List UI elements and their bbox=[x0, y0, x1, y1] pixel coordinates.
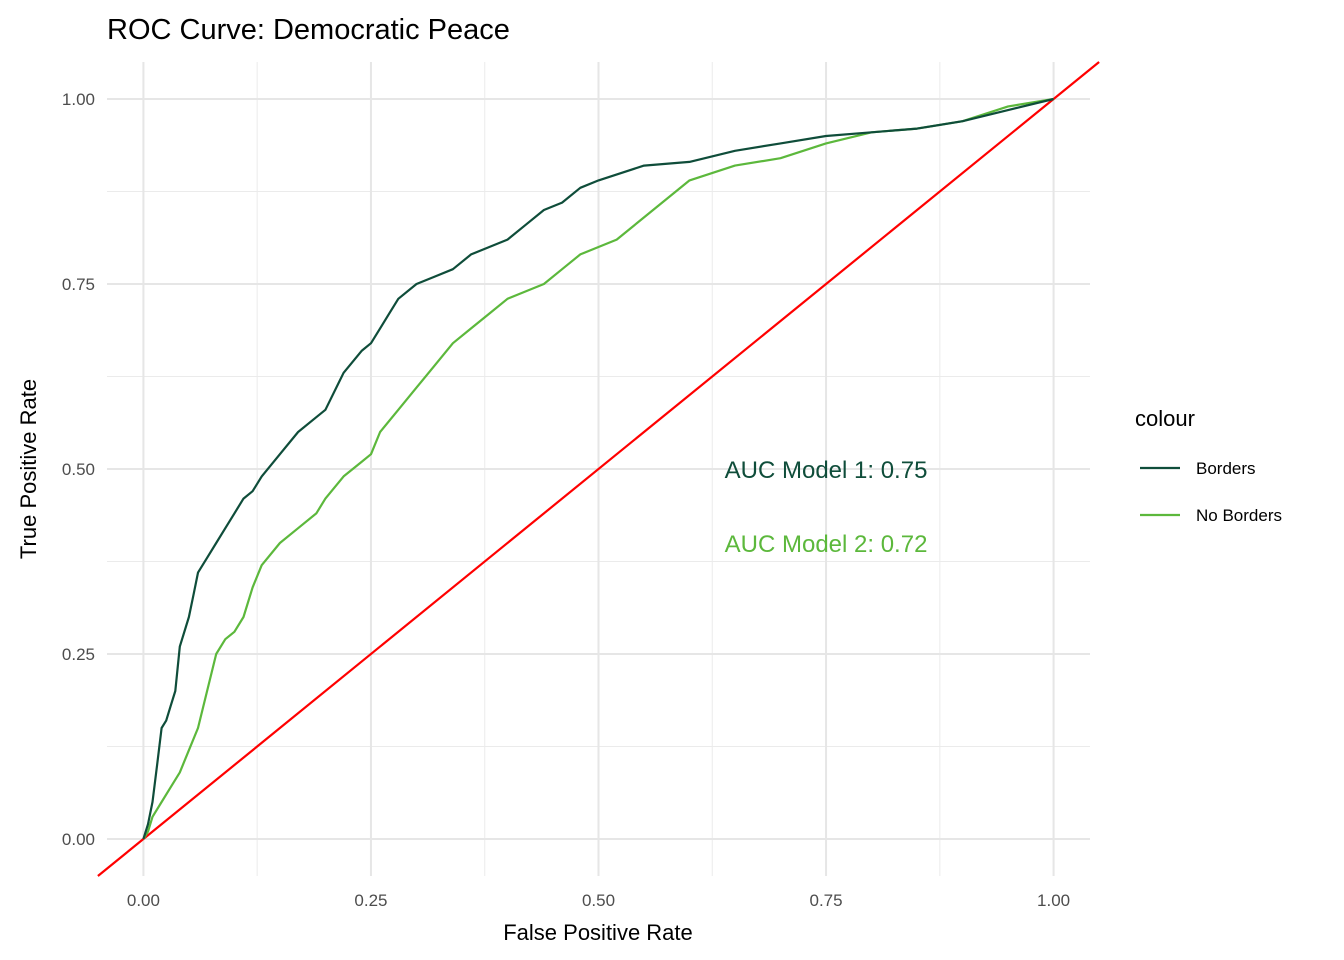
y-tick-label: 0.50 bbox=[62, 460, 95, 479]
legend: colour Borders No Borders bbox=[1135, 406, 1282, 525]
series-line-borders bbox=[142, 97, 1054, 840]
x-axis-title: False Positive Rate bbox=[503, 920, 693, 945]
x-tick-label: 0.75 bbox=[809, 891, 842, 910]
grid-lines bbox=[107, 62, 1090, 876]
y-tick-label: 1.00 bbox=[62, 90, 95, 109]
series-lines bbox=[142, 97, 1054, 840]
auc-annotation: AUC Model 2: 0.72 bbox=[725, 531, 928, 558]
auc-annotation: AUC Model 1: 0.75 bbox=[725, 457, 928, 484]
x-tick-label: 1.00 bbox=[1037, 891, 1070, 910]
y-axis-title: True Positive Rate bbox=[16, 379, 41, 559]
reference-line-group bbox=[97, 61, 1100, 877]
annotations: AUC Model 1: 0.75 AUC Model 2: 0.72 bbox=[725, 457, 928, 558]
series-line-no-borders bbox=[142, 97, 1054, 840]
y-tick-label: 0.00 bbox=[62, 830, 95, 849]
x-tick-label: 0.50 bbox=[582, 891, 615, 910]
tick-labels: 0.00 0.25 0.50 0.75 1.00 0.00 0.25 0.50 0.75 1.00 bbox=[62, 90, 1070, 910]
legend-label-no-borders: No Borders bbox=[1196, 506, 1282, 525]
y-tick-label: 0.25 bbox=[62, 645, 95, 664]
legend-title: colour bbox=[1135, 406, 1195, 431]
x-tick-label: 0.25 bbox=[354, 891, 387, 910]
y-tick-label: 0.75 bbox=[62, 275, 95, 294]
chart-title: ROC Curve: Democratic Peace bbox=[107, 14, 510, 46]
legend-label-borders: Borders bbox=[1196, 459, 1256, 478]
x-tick-label: 0.00 bbox=[127, 891, 160, 910]
reference-diagonal-line bbox=[97, 61, 1100, 877]
